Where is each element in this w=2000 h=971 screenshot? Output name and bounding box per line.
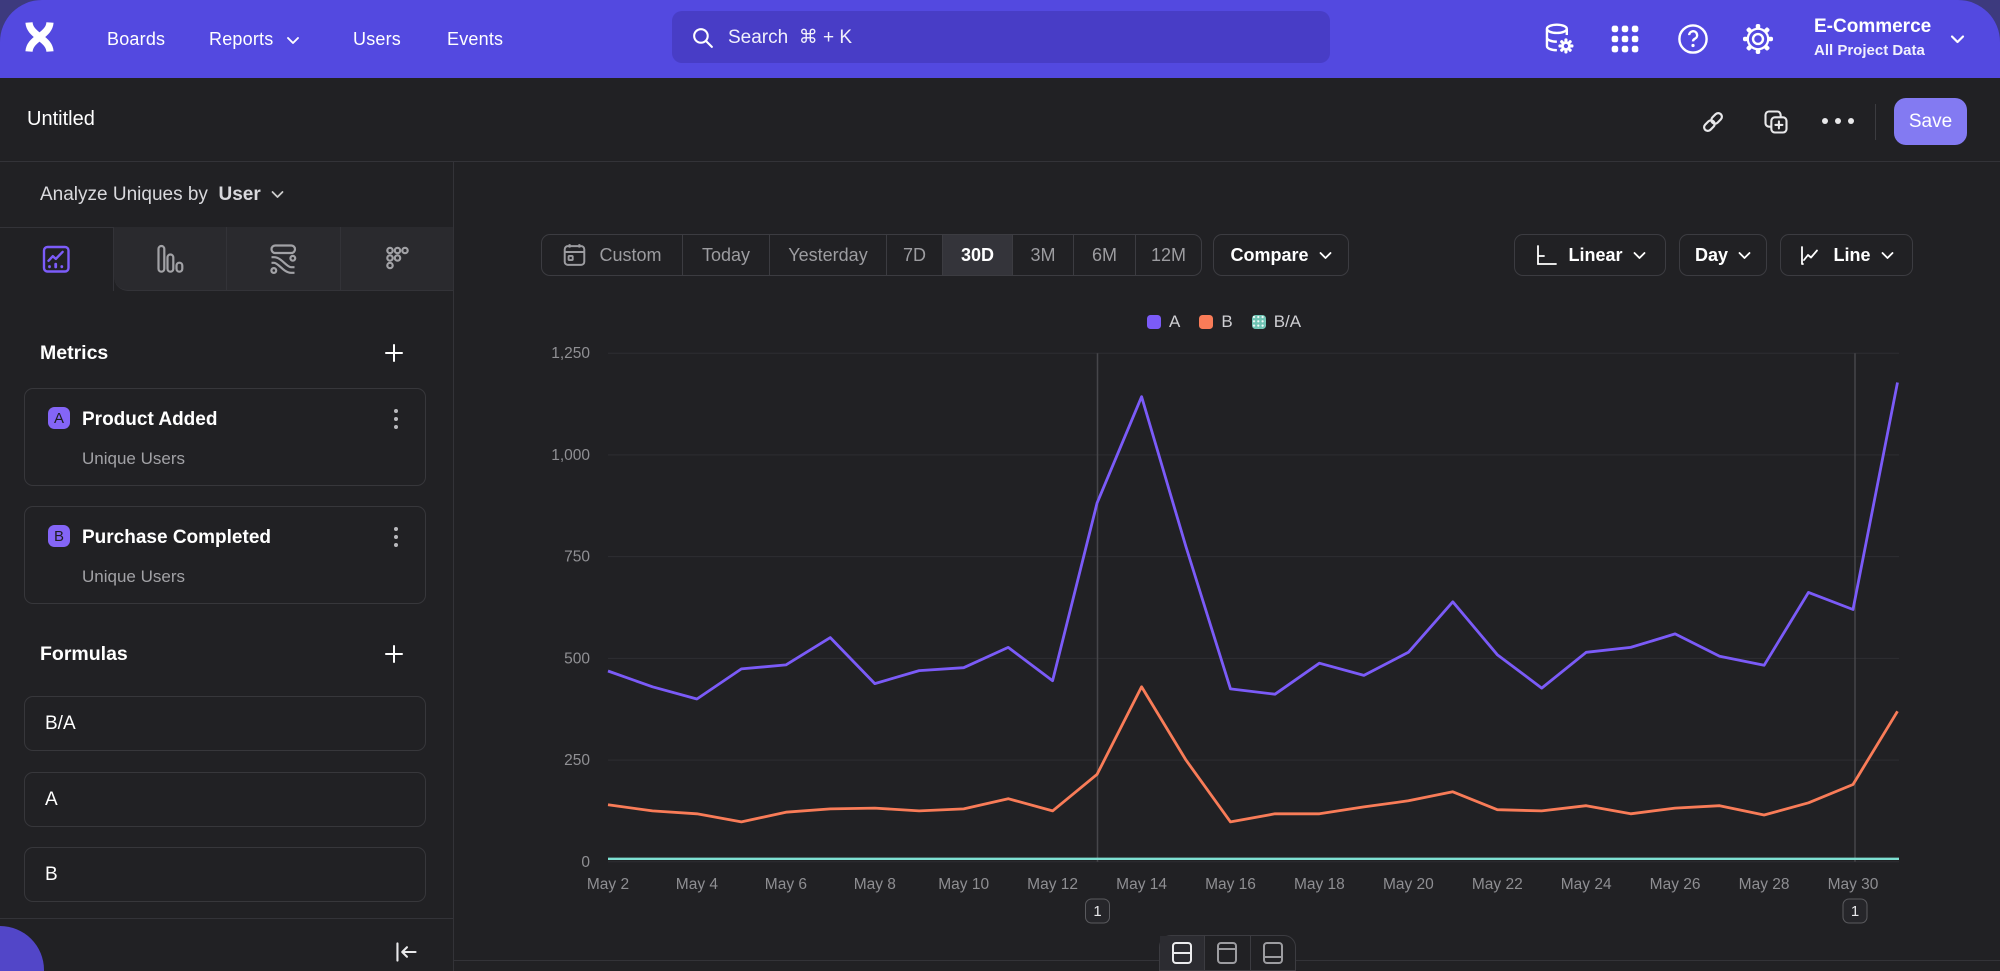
- svg-text:750: 750: [564, 549, 590, 566]
- svg-text:May 22: May 22: [1472, 876, 1523, 893]
- svg-text:May 14: May 14: [1116, 876, 1167, 893]
- svg-text:500: 500: [564, 650, 590, 667]
- svg-text:1,000: 1,000: [551, 447, 590, 464]
- svg-text:May 24: May 24: [1561, 876, 1612, 893]
- svg-text:1,250: 1,250: [551, 345, 590, 362]
- svg-text:May 4: May 4: [676, 876, 719, 893]
- svg-text:May 30: May 30: [1828, 876, 1879, 893]
- svg-text:May 2: May 2: [587, 876, 629, 893]
- svg-text:1: 1: [1851, 903, 1859, 920]
- svg-text:May 20: May 20: [1383, 876, 1434, 893]
- svg-text:May 6: May 6: [765, 876, 807, 893]
- svg-text:May 10: May 10: [938, 876, 989, 893]
- svg-text:0: 0: [581, 854, 590, 871]
- svg-text:May 26: May 26: [1650, 876, 1701, 893]
- svg-text:1: 1: [1093, 903, 1101, 920]
- svg-text:May 28: May 28: [1739, 876, 1790, 893]
- svg-text:May 18: May 18: [1294, 876, 1345, 893]
- svg-text:May 8: May 8: [854, 876, 896, 893]
- svg-text:May 16: May 16: [1205, 876, 1256, 893]
- svg-text:May 12: May 12: [1027, 876, 1078, 893]
- svg-text:250: 250: [564, 752, 590, 769]
